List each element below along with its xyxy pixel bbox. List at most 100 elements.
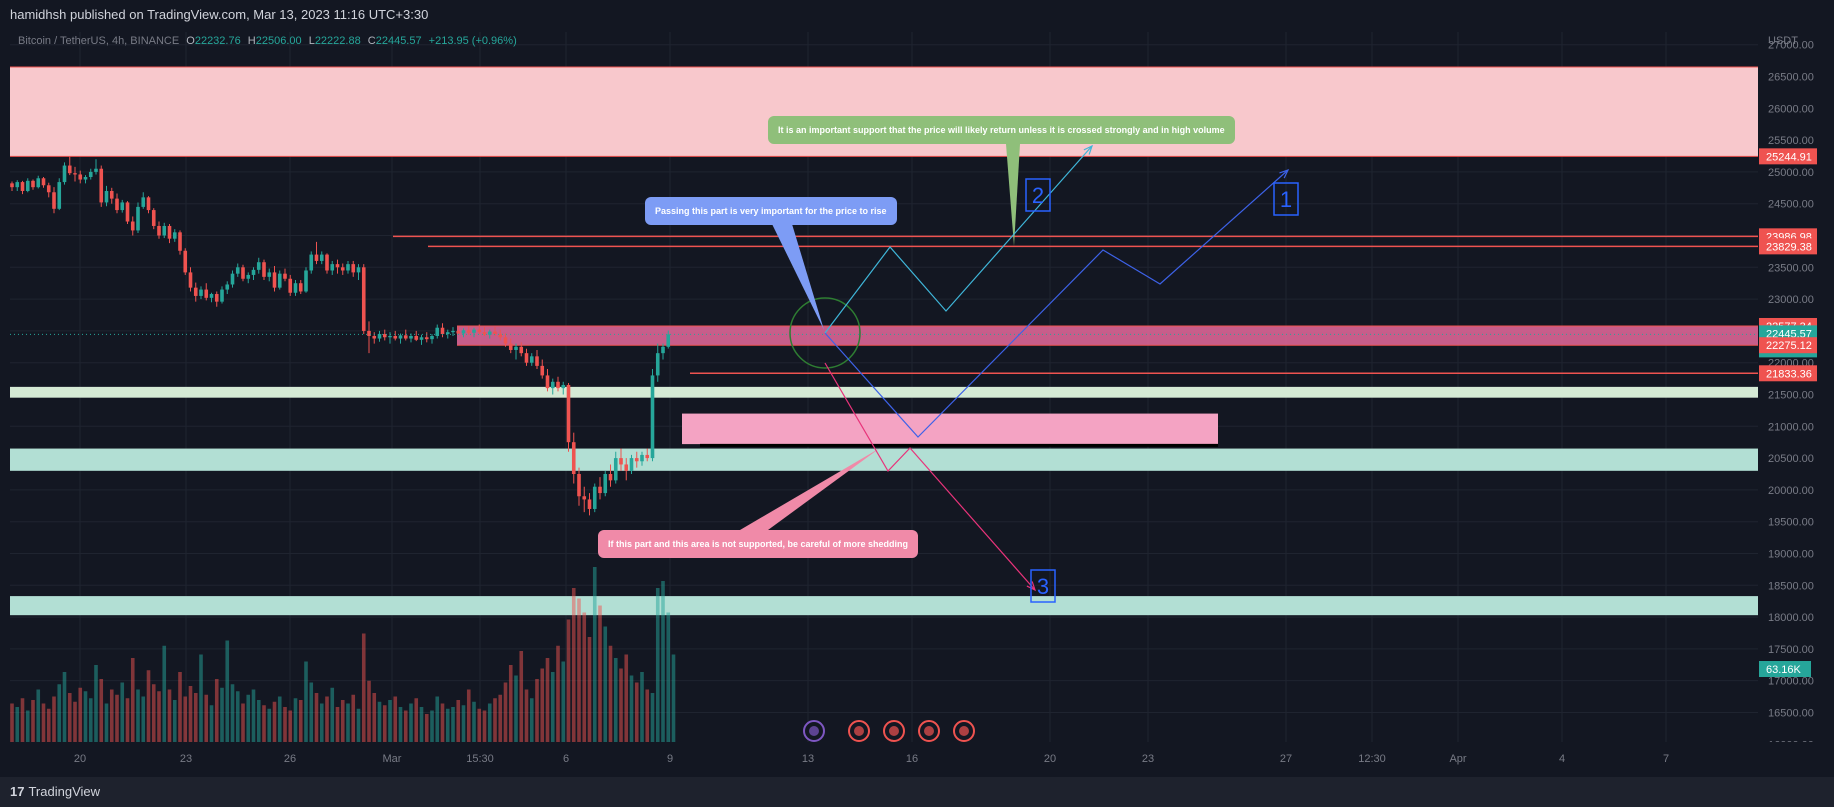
volume-bar bbox=[640, 672, 644, 742]
volume-bar bbox=[94, 665, 98, 742]
volume-bar bbox=[172, 700, 177, 742]
volume-bar bbox=[388, 700, 392, 742]
callout-passing[interactable]: Passing this part is very important for … bbox=[645, 197, 897, 225]
volume-bar bbox=[377, 701, 382, 742]
volume-bar bbox=[319, 703, 324, 742]
volume-bar bbox=[587, 637, 592, 742]
volume-bar bbox=[440, 703, 445, 742]
candle bbox=[52, 192, 56, 209]
candle bbox=[120, 202, 125, 211]
volume-bar bbox=[577, 598, 581, 742]
price-tick-label: 20500.00 bbox=[1768, 453, 1814, 465]
candle bbox=[472, 329, 476, 333]
volume-bar bbox=[235, 691, 240, 742]
volume-bar bbox=[251, 689, 256, 742]
path-label-box-3 bbox=[1030, 569, 1056, 603]
volume-bar bbox=[598, 605, 602, 742]
candle bbox=[146, 197, 151, 211]
candle bbox=[340, 267, 345, 271]
volume-bar bbox=[561, 661, 566, 742]
volume-bar bbox=[52, 696, 56, 742]
volume-bar bbox=[624, 654, 629, 742]
candle bbox=[272, 272, 277, 288]
candle bbox=[556, 381, 560, 389]
time-tick-label: 7 bbox=[1663, 753, 1669, 765]
candle bbox=[151, 210, 156, 226]
candle bbox=[136, 206, 140, 231]
volume-bar bbox=[330, 687, 335, 742]
volume-bar bbox=[361, 633, 366, 742]
candle bbox=[514, 346, 518, 350]
high-key: H bbox=[247, 35, 256, 47]
volume-bar bbox=[346, 703, 350, 742]
volume-bar bbox=[88, 698, 93, 742]
tv-logo-icon: 17 bbox=[10, 784, 25, 799]
candle bbox=[566, 384, 571, 443]
volume-bar bbox=[151, 684, 156, 742]
tradingview-logo[interactable]: 17 TradingView bbox=[10, 784, 100, 799]
candle bbox=[461, 330, 466, 334]
volume-bar bbox=[204, 694, 209, 742]
volume-bar bbox=[451, 707, 455, 742]
candle bbox=[314, 254, 319, 261]
candle bbox=[640, 454, 644, 462]
volume-bar bbox=[419, 707, 424, 742]
callout-shedding[interactable]: If this part and this area is not suppor… bbox=[598, 530, 919, 558]
volume-bar bbox=[414, 698, 419, 742]
candle bbox=[382, 334, 387, 338]
volume-bar bbox=[125, 698, 130, 742]
event-icon-core bbox=[924, 726, 934, 736]
candle bbox=[466, 330, 471, 333]
candle bbox=[183, 250, 188, 273]
volume-bar bbox=[178, 672, 182, 742]
candle bbox=[393, 335, 398, 339]
open-key: O bbox=[186, 35, 195, 47]
candle bbox=[613, 458, 618, 481]
candle bbox=[550, 381, 555, 389]
support-zone-low bbox=[10, 596, 1758, 616]
event-icon-core bbox=[809, 726, 819, 736]
time-tick-label: 20 bbox=[1044, 753, 1056, 765]
volume-bar bbox=[262, 705, 266, 742]
volume-bar bbox=[57, 684, 62, 742]
volume-bar bbox=[487, 703, 492, 742]
volume-bar bbox=[477, 708, 482, 742]
candle bbox=[440, 327, 445, 335]
volume-bar bbox=[629, 675, 634, 742]
volume-bar bbox=[393, 696, 398, 742]
path-label-2: 2 bbox=[1032, 183, 1044, 208]
candle bbox=[403, 335, 408, 339]
candle bbox=[172, 232, 177, 239]
price-tick-label: 25500.00 bbox=[1768, 135, 1814, 147]
volume-bar bbox=[157, 691, 161, 742]
candle bbox=[650, 375, 655, 459]
volume-bar bbox=[482, 710, 487, 742]
volume-bar bbox=[298, 700, 303, 742]
price-tick-label: 17500.00 bbox=[1768, 644, 1814, 656]
volume-bar bbox=[15, 707, 20, 742]
volume-bar bbox=[498, 694, 503, 742]
candle bbox=[25, 180, 30, 191]
candle bbox=[241, 267, 245, 279]
candle bbox=[109, 190, 114, 199]
time-tick-label: Apr bbox=[1449, 753, 1466, 765]
candle bbox=[20, 182, 25, 191]
event-icon-core bbox=[959, 726, 969, 736]
volume-bar bbox=[241, 703, 245, 742]
volume-bar bbox=[340, 700, 345, 742]
volume-bar bbox=[67, 693, 72, 742]
candle bbox=[487, 331, 492, 335]
candle bbox=[666, 334, 671, 347]
volume-bar bbox=[503, 682, 508, 742]
candle bbox=[62, 165, 67, 183]
projection-path-3-arrow bbox=[1026, 581, 1037, 592]
time-tick-label: 23 bbox=[180, 753, 192, 765]
candle bbox=[377, 334, 382, 339]
volume-bar bbox=[550, 672, 555, 742]
callout-support[interactable]: It is an important support that the pric… bbox=[768, 116, 1235, 144]
event-icon-core bbox=[854, 726, 864, 736]
open-value: 22232.76 bbox=[194, 35, 241, 47]
candle bbox=[409, 335, 413, 339]
volume-bar bbox=[304, 661, 308, 742]
